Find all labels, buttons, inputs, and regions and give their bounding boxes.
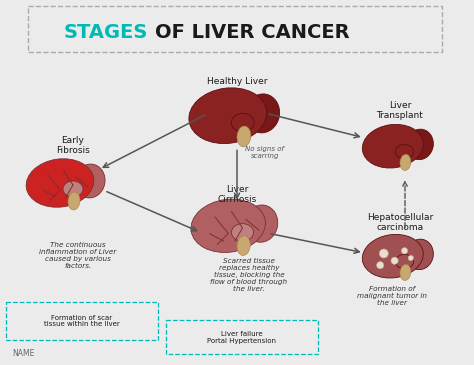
Ellipse shape bbox=[400, 154, 411, 170]
Ellipse shape bbox=[26, 159, 94, 207]
Ellipse shape bbox=[362, 124, 423, 168]
Ellipse shape bbox=[400, 264, 411, 280]
Ellipse shape bbox=[245, 94, 280, 133]
Text: The continuous
inflammation of Liver
caused by various
factors.: The continuous inflammation of Liver cau… bbox=[39, 242, 117, 269]
Ellipse shape bbox=[189, 88, 267, 143]
FancyBboxPatch shape bbox=[6, 302, 158, 340]
Ellipse shape bbox=[245, 205, 278, 242]
Ellipse shape bbox=[408, 255, 413, 261]
FancyBboxPatch shape bbox=[166, 320, 318, 354]
Ellipse shape bbox=[395, 254, 413, 269]
Ellipse shape bbox=[379, 249, 388, 258]
FancyBboxPatch shape bbox=[28, 6, 442, 52]
Text: Early
Fibrosis: Early Fibrosis bbox=[56, 136, 90, 155]
Ellipse shape bbox=[237, 236, 250, 256]
Ellipse shape bbox=[406, 239, 433, 270]
Text: Liver
Transplant: Liver Transplant bbox=[376, 101, 423, 120]
Ellipse shape bbox=[377, 262, 384, 269]
Text: Healthy Liver: Healthy Liver bbox=[207, 77, 267, 86]
Text: Scarred tissue
replaces healthy
tissue, blocking the
flow of blood through
the l: Scarred tissue replaces healthy tissue, … bbox=[210, 258, 288, 292]
Ellipse shape bbox=[391, 257, 398, 264]
Ellipse shape bbox=[237, 126, 251, 147]
Text: Hepatocellular
carcinoma: Hepatocellular carcinoma bbox=[367, 212, 433, 232]
Ellipse shape bbox=[231, 224, 254, 241]
Text: Formation of scar
tissue within the liver: Formation of scar tissue within the live… bbox=[44, 315, 120, 327]
Text: Liver failure
Portal Hypertension: Liver failure Portal Hypertension bbox=[208, 330, 276, 343]
Text: STAGES: STAGES bbox=[64, 23, 148, 42]
Ellipse shape bbox=[75, 164, 105, 198]
Ellipse shape bbox=[68, 192, 80, 210]
Text: NAME: NAME bbox=[12, 349, 35, 358]
Ellipse shape bbox=[401, 247, 408, 254]
Ellipse shape bbox=[395, 145, 413, 159]
Text: Formation of
malignant tumor in
the liver: Formation of malignant tumor in the live… bbox=[357, 286, 427, 306]
Text: No signs of
scarring: No signs of scarring bbox=[246, 146, 284, 159]
Ellipse shape bbox=[191, 199, 265, 253]
Ellipse shape bbox=[362, 234, 423, 278]
Ellipse shape bbox=[406, 129, 433, 160]
Ellipse shape bbox=[63, 181, 83, 197]
Text: Liver
Cirrhosis: Liver Cirrhosis bbox=[218, 185, 256, 204]
Ellipse shape bbox=[231, 114, 254, 132]
Text: OF LIVER CANCER: OF LIVER CANCER bbox=[155, 23, 350, 42]
